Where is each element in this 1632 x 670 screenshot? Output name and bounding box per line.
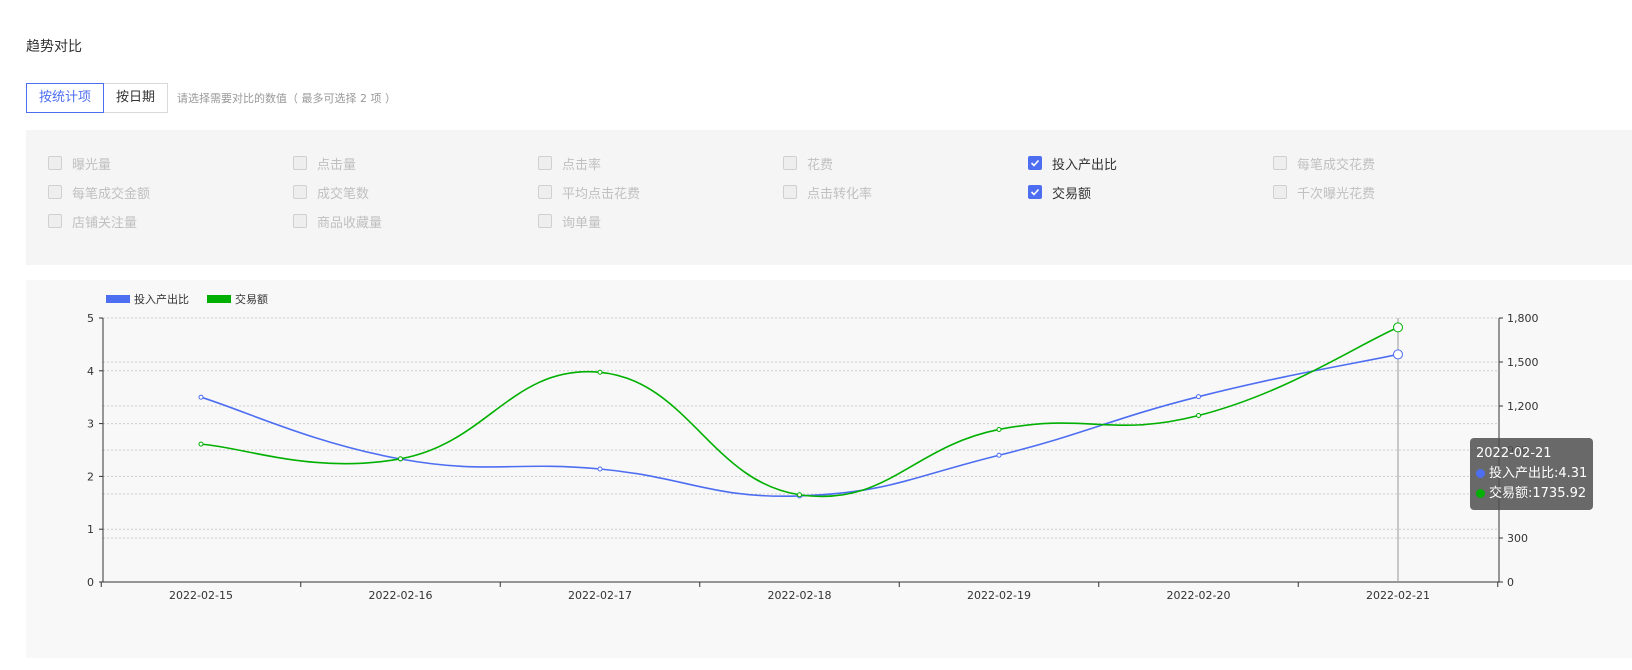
metric-option[interactable]: 询单量 [538, 212, 602, 231]
checkbox-icon[interactable] [538, 214, 552, 228]
series-color-dot [1476, 489, 1485, 498]
metric-label: 花费 [807, 157, 834, 173]
x-tick-label: 2022-02-15 [169, 589, 233, 602]
series-line-0 [200, 353, 1399, 498]
data-point [1393, 322, 1403, 333]
metric-label: 成交笔数 [317, 186, 370, 202]
tooltip-title: 2022-02-21 [1476, 446, 1552, 461]
checkbox-icon[interactable] [783, 185, 797, 199]
metric-option[interactable]: 成交笔数 [293, 183, 370, 202]
metric-option[interactable]: 每笔成交花费 [1273, 154, 1376, 173]
tooltip-gmv-text: 交易额:1735.92 [1489, 486, 1587, 501]
compare-mode-tabs: 按统计项 按日期 请选择需要对比的数值（ 最多可选择 2 项 ） [26, 83, 396, 113]
trend-chart-area: 01234503006009001,2001,5001,8002022-02-1… [26, 280, 1632, 658]
checkbox-icon[interactable] [293, 156, 307, 170]
legend-label: 交易额 [235, 292, 268, 306]
metric-option[interactable]: 每笔成交金额 [48, 183, 151, 202]
checkbox-icon[interactable] [783, 156, 797, 170]
y-left-tick-label: 1 [87, 523, 94, 536]
x-tick-label: 2022-02-19 [967, 589, 1031, 602]
metric-label: 询单量 [562, 215, 602, 231]
metric-option[interactable]: 点击量 [293, 154, 357, 173]
tab-by-metric[interactable]: 按统计项 [26, 83, 105, 113]
metric-label: 交易额 [1052, 186, 1092, 202]
metric-option[interactable]: 点击率 [538, 154, 602, 173]
metric-option[interactable]: 千次曝光花费 [1273, 183, 1376, 202]
data-point [597, 369, 603, 375]
metric-label: 曝光量 [72, 157, 112, 173]
data-point [198, 394, 204, 400]
y-left-tick-label: 2 [87, 470, 94, 483]
checkbox-icon[interactable] [48, 156, 62, 170]
legend-swatch [106, 295, 130, 303]
x-tick-label: 2022-02-16 [369, 589, 433, 602]
data-point [1393, 349, 1403, 360]
data-point [198, 441, 204, 447]
checkbox-icon[interactable] [1273, 185, 1287, 199]
data-point [996, 426, 1002, 432]
x-tick-label: 2022-02-21 [1366, 589, 1430, 602]
y-left-tick-label: 3 [87, 418, 94, 431]
page-title: 趋势对比 [26, 39, 82, 55]
metric-label: 每笔成交金额 [72, 186, 151, 202]
metric-label: 千次曝光花费 [1297, 186, 1376, 202]
chart-tooltip: 2022-02-21 投入产出比:4.31 交易额:1735.92 [1470, 438, 1594, 510]
checkbox-icon[interactable] [538, 185, 552, 199]
metric-label: 每笔成交花费 [1297, 157, 1376, 173]
metric-option[interactable]: 花费 [783, 154, 834, 173]
x-tick-label: 2022-02-18 [768, 589, 832, 602]
data-point [398, 456, 403, 462]
y-right-tick-label: 300 [1507, 532, 1528, 545]
data-point [1196, 413, 1201, 419]
metric-option[interactable]: 曝光量 [48, 154, 112, 173]
checkbox-icon[interactable] [293, 185, 307, 199]
metric-option[interactable]: 投入产出比 [1028, 154, 1118, 173]
metric-option[interactable]: 平均点击花费 [538, 183, 641, 202]
metric-label: 店铺关注量 [72, 215, 138, 231]
data-point [597, 466, 603, 472]
series-color-dot [1476, 469, 1485, 478]
checkbox-checked-icon[interactable] [1028, 185, 1042, 199]
y-right-tick-label: 1,200 [1507, 400, 1539, 413]
checkbox-icon[interactable] [48, 214, 62, 228]
series-line-1 [200, 326, 1399, 498]
metric-selector-panel: 曝光量 点击量 点击率 花费 投入产出比 每笔成交花费每笔成交金额 成交笔数 平均点击花费 点击… [26, 130, 1632, 265]
checkbox-icon[interactable] [1273, 156, 1287, 170]
metric-label: 平均点击花费 [562, 186, 641, 202]
metric-label: 商品收藏量 [317, 215, 383, 231]
y-right-tick-label: 0 [1507, 576, 1514, 589]
metric-option[interactable]: 交易额 [1028, 183, 1092, 202]
metric-option[interactable]: 点击转化率 [783, 183, 873, 202]
metric-option[interactable]: 店铺关注量 [48, 212, 138, 231]
legend-label: 投入产出比 [134, 292, 189, 306]
y-left-tick-label: 0 [87, 576, 94, 589]
checkbox-icon[interactable] [538, 156, 552, 170]
trend-chart: 01234503006009001,2001,5001,8002022-02-1… [87, 292, 1539, 602]
selection-hint: 请选择需要对比的数值（ 最多可选择 2 项 ） [177, 92, 397, 105]
x-tick-label: 2022-02-20 [1167, 589, 1231, 602]
metric-label: 点击量 [317, 157, 357, 173]
y-right-tick-label: 1,800 [1507, 312, 1539, 325]
metric-label: 投入产出比 [1052, 157, 1118, 173]
metric-label: 点击转化率 [807, 186, 873, 202]
metric-label: 点击率 [562, 157, 602, 173]
tooltip-line-roi: 投入产出比:4.31 [1476, 464, 1587, 484]
checkbox-icon[interactable] [48, 185, 62, 199]
legend-swatch [207, 295, 231, 303]
y-left-tick-label: 4 [87, 365, 94, 378]
data-point [797, 492, 802, 498]
y-left-tick-label: 5 [87, 312, 94, 325]
data-point [1196, 394, 1201, 400]
tab-by-date[interactable]: 按日期 [104, 83, 169, 113]
y-right-tick-label: 1,500 [1507, 356, 1539, 369]
checkbox-checked-icon[interactable] [1028, 156, 1042, 170]
tooltip-line-gmv: 交易额:1735.92 [1476, 484, 1587, 504]
tooltip-roi-text: 投入产出比:4.31 [1489, 466, 1588, 481]
x-tick-label: 2022-02-17 [568, 589, 632, 602]
metric-option[interactable]: 商品收藏量 [293, 212, 383, 231]
checkbox-icon[interactable] [293, 214, 307, 228]
data-point [996, 452, 1002, 458]
